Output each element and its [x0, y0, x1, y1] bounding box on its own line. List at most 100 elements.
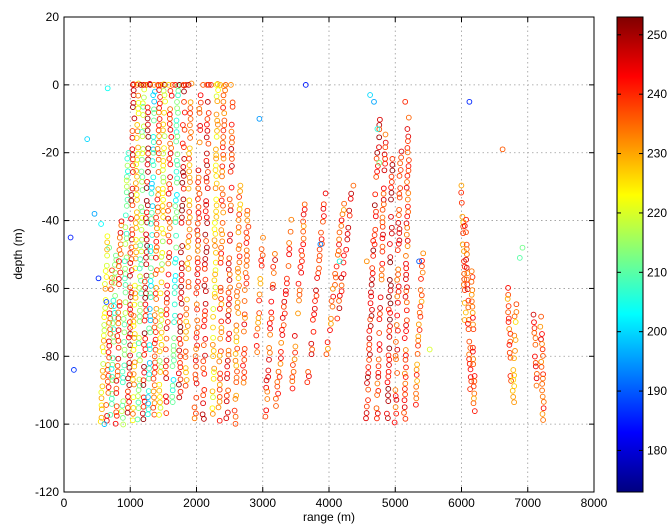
data-point: [130, 169, 136, 175]
data-point: [166, 219, 173, 225]
data-point: [127, 272, 133, 279]
data-point: [201, 282, 208, 289]
data-point: [213, 208, 219, 215]
data-point: [225, 336, 232, 342]
data-point: [202, 352, 208, 359]
data-point: [174, 175, 180, 182]
data-point: [158, 253, 165, 260]
data-point: [388, 189, 395, 196]
data-point: [311, 311, 317, 318]
data-point: [341, 252, 347, 259]
data-point: [142, 335, 149, 342]
colorbar-tick-label: 250: [647, 28, 667, 42]
data-point: [131, 363, 138, 370]
colorbar-ticks: 180 190 200 210 220 230 240 250: [617, 28, 667, 457]
data-point: [241, 357, 248, 363]
data-point: [209, 411, 216, 417]
data-point: [204, 82, 210, 88]
data-point: [404, 213, 411, 220]
data-point: [216, 358, 223, 365]
data-point: [304, 379, 311, 386]
data-point: [511, 313, 518, 320]
data-point: [173, 122, 180, 129]
data-point: [202, 208, 209, 215]
data-point: [116, 302, 123, 309]
data-point: [388, 184, 394, 191]
data-point: [379, 235, 386, 242]
x-axis-ticks: 0 1000 2000 3000 4000 5000 6000 7000 8000: [61, 17, 608, 510]
data-point: [373, 405, 380, 412]
data-point: [173, 232, 179, 239]
data-point: [101, 327, 108, 334]
data-point: [519, 244, 526, 251]
data-point: [193, 290, 200, 297]
data-point: [122, 299, 129, 306]
data-point: [418, 276, 424, 282]
data-point: [149, 158, 156, 164]
data-point: [235, 229, 242, 236]
data-point: [171, 319, 177, 325]
data-point: [297, 264, 304, 270]
data-point: [371, 98, 377, 105]
data-point: [236, 259, 243, 266]
data-point: [180, 173, 187, 179]
data-point: [188, 129, 194, 135]
data-point: [320, 205, 327, 212]
data-point: [191, 404, 198, 411]
data-point: [405, 203, 411, 210]
data-point: [328, 298, 335, 304]
data-point: [178, 271, 185, 278]
data-point: [290, 362, 296, 368]
data-point: [285, 263, 292, 269]
data-point: [221, 122, 228, 129]
data-point: [243, 229, 250, 236]
data-point: [313, 287, 319, 294]
data-point: [142, 284, 149, 291]
data-point: [366, 328, 373, 334]
data-point: [374, 380, 381, 387]
data-point: [387, 300, 394, 307]
data-point: [470, 361, 477, 368]
data-point: [416, 258, 422, 265]
data-point: [122, 275, 128, 282]
data-point: [104, 367, 111, 373]
data-point: [210, 334, 216, 341]
data-point: [146, 342, 153, 348]
data-point: [135, 92, 142, 99]
data-point: [179, 179, 186, 186]
data-point: [177, 340, 184, 347]
data-point: [312, 298, 318, 304]
data-point: [182, 382, 189, 389]
data-point: [186, 255, 192, 261]
data-point: [202, 256, 209, 262]
data-point: [169, 399, 176, 405]
data-point: [286, 246, 293, 252]
data-point: [144, 127, 151, 134]
data-point: [204, 116, 211, 122]
data-point: [148, 283, 154, 289]
data-point: [371, 232, 378, 238]
data-point: [195, 265, 201, 272]
data-point: [153, 296, 160, 302]
data-point: [224, 409, 231, 416]
data-point: [394, 247, 401, 253]
data-point: [243, 247, 250, 254]
data-point: [403, 184, 410, 191]
data-point: [158, 342, 165, 348]
data-point: [122, 265, 128, 272]
data-point: [468, 268, 475, 275]
data-point: [228, 151, 235, 158]
data-point: [376, 341, 383, 347]
data-point: [227, 207, 234, 214]
data-point: [417, 313, 424, 320]
data-point: [363, 258, 370, 265]
data-point: [263, 407, 270, 414]
data-point: [292, 343, 299, 350]
data-point: [404, 284, 410, 291]
x-tick-label: 8000: [581, 496, 608, 510]
data-point: [185, 266, 192, 272]
data-point: [123, 235, 130, 242]
data-point: [121, 362, 128, 369]
data-point: [121, 321, 128, 328]
y-axis-label: depth (m): [11, 228, 25, 279]
